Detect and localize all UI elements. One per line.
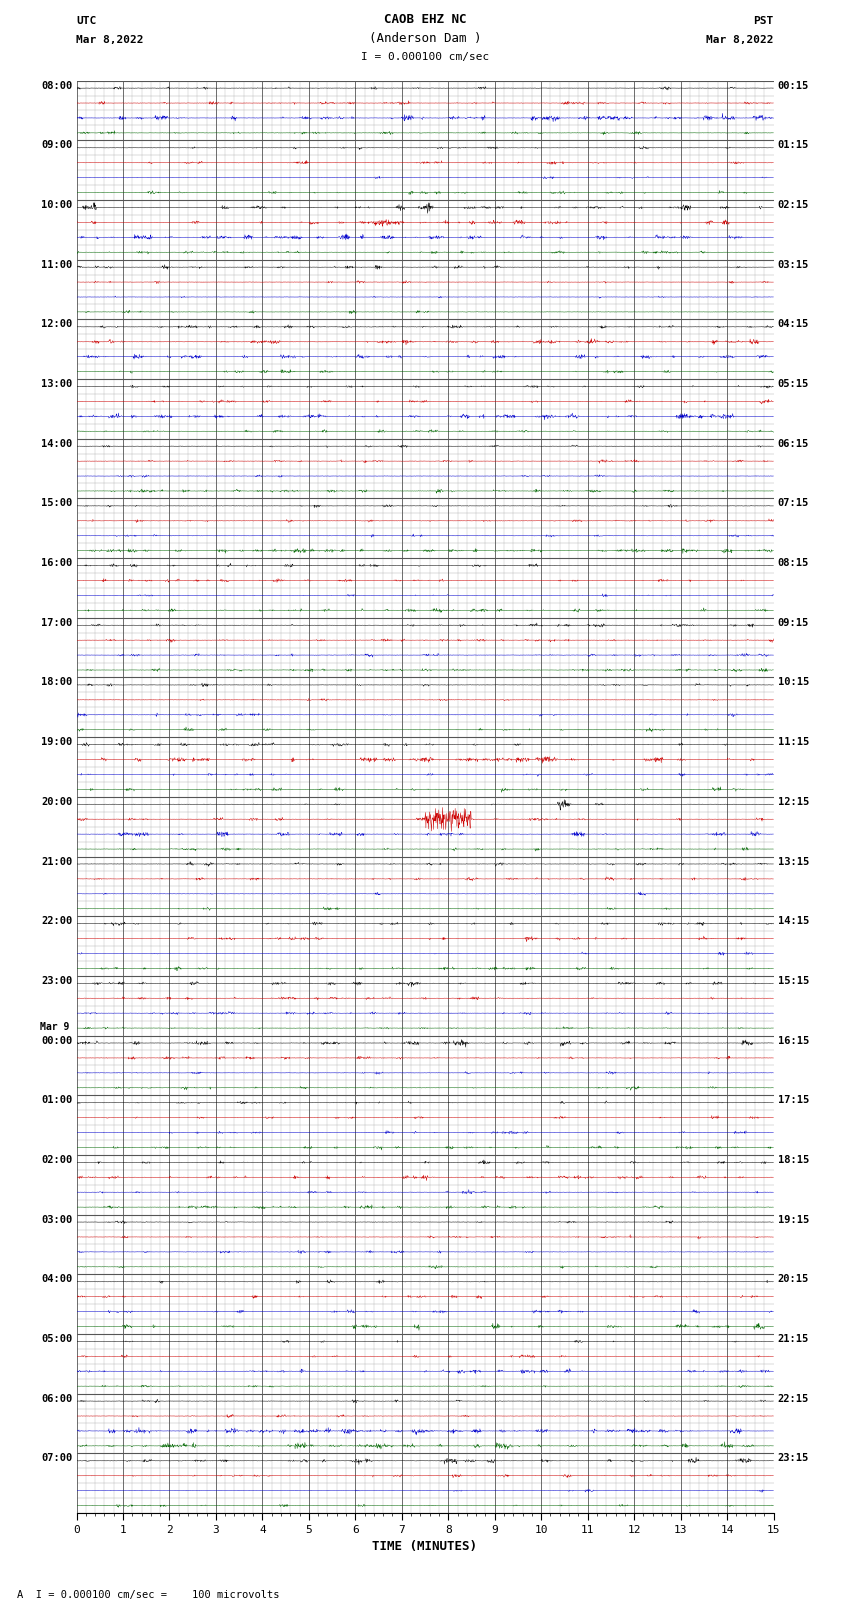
Text: 06:15: 06:15 bbox=[778, 439, 809, 448]
Text: 06:00: 06:00 bbox=[41, 1394, 72, 1403]
X-axis label: TIME (MINUTES): TIME (MINUTES) bbox=[372, 1540, 478, 1553]
Text: 01:15: 01:15 bbox=[778, 140, 809, 150]
Text: 10:00: 10:00 bbox=[41, 200, 72, 210]
Text: 07:00: 07:00 bbox=[41, 1453, 72, 1463]
Text: 22:15: 22:15 bbox=[778, 1394, 809, 1403]
Text: 15:15: 15:15 bbox=[778, 976, 809, 986]
Text: 11:15: 11:15 bbox=[778, 737, 809, 747]
Text: 11:00: 11:00 bbox=[41, 260, 72, 269]
Text: 01:00: 01:00 bbox=[41, 1095, 72, 1105]
Text: 18:00: 18:00 bbox=[41, 677, 72, 687]
Text: 14:00: 14:00 bbox=[41, 439, 72, 448]
Text: 14:15: 14:15 bbox=[778, 916, 809, 926]
Text: 16:15: 16:15 bbox=[778, 1036, 809, 1045]
Text: 07:15: 07:15 bbox=[778, 498, 809, 508]
Text: 03:00: 03:00 bbox=[41, 1215, 72, 1224]
Text: UTC: UTC bbox=[76, 16, 97, 26]
Text: 08:15: 08:15 bbox=[778, 558, 809, 568]
Text: 05:15: 05:15 bbox=[778, 379, 809, 389]
Text: 17:00: 17:00 bbox=[41, 618, 72, 627]
Text: 20:15: 20:15 bbox=[778, 1274, 809, 1284]
Text: 17:15: 17:15 bbox=[778, 1095, 809, 1105]
Text: I = 0.000100 cm/sec: I = 0.000100 cm/sec bbox=[361, 52, 489, 61]
Text: 16:00: 16:00 bbox=[41, 558, 72, 568]
Text: 02:00: 02:00 bbox=[41, 1155, 72, 1165]
Text: 23:15: 23:15 bbox=[778, 1453, 809, 1463]
Text: 13:00: 13:00 bbox=[41, 379, 72, 389]
Text: Mar 9: Mar 9 bbox=[40, 1023, 70, 1032]
Text: 23:00: 23:00 bbox=[41, 976, 72, 986]
Text: 05:00: 05:00 bbox=[41, 1334, 72, 1344]
Text: (Anderson Dam ): (Anderson Dam ) bbox=[369, 32, 481, 45]
Text: Mar 8,2022: Mar 8,2022 bbox=[706, 35, 774, 45]
Text: 04:15: 04:15 bbox=[778, 319, 809, 329]
Text: 20:00: 20:00 bbox=[41, 797, 72, 806]
Text: 21:15: 21:15 bbox=[778, 1334, 809, 1344]
Text: PST: PST bbox=[753, 16, 774, 26]
Text: 19:00: 19:00 bbox=[41, 737, 72, 747]
Text: Mar 8,2022: Mar 8,2022 bbox=[76, 35, 144, 45]
Text: 02:15: 02:15 bbox=[778, 200, 809, 210]
Text: 22:00: 22:00 bbox=[41, 916, 72, 926]
Text: 19:15: 19:15 bbox=[778, 1215, 809, 1224]
Text: 09:00: 09:00 bbox=[41, 140, 72, 150]
Text: 10:15: 10:15 bbox=[778, 677, 809, 687]
Text: 04:00: 04:00 bbox=[41, 1274, 72, 1284]
Text: 15:00: 15:00 bbox=[41, 498, 72, 508]
Text: 03:15: 03:15 bbox=[778, 260, 809, 269]
Text: 09:15: 09:15 bbox=[778, 618, 809, 627]
Text: 13:15: 13:15 bbox=[778, 857, 809, 866]
Text: 12:15: 12:15 bbox=[778, 797, 809, 806]
Text: 12:00: 12:00 bbox=[41, 319, 72, 329]
Text: 18:15: 18:15 bbox=[778, 1155, 809, 1165]
Text: 08:00: 08:00 bbox=[41, 81, 72, 90]
Text: A  I = 0.000100 cm/sec =    100 microvolts: A I = 0.000100 cm/sec = 100 microvolts bbox=[17, 1590, 280, 1600]
Text: 00:15: 00:15 bbox=[778, 81, 809, 90]
Text: 00:00: 00:00 bbox=[41, 1036, 72, 1045]
Text: CAOB EHZ NC: CAOB EHZ NC bbox=[383, 13, 467, 26]
Text: 21:00: 21:00 bbox=[41, 857, 72, 866]
